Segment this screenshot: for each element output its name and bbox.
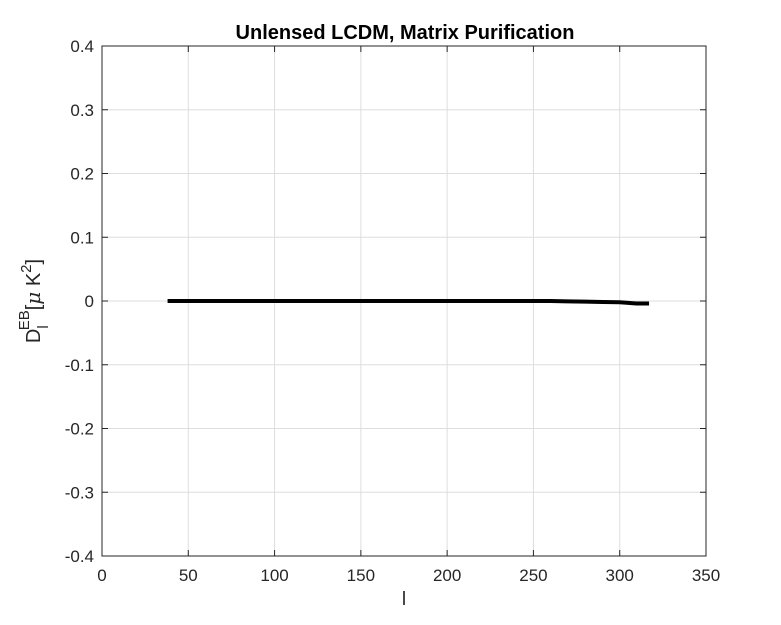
y-label-open-bracket: [ — [23, 304, 45, 310]
x-tick-label: 150 — [347, 566, 375, 585]
y-label-unit: K — [23, 272, 45, 292]
chart-title: Unlensed LCDM, Matrix Purification — [236, 22, 575, 44]
y-tick-label: 0.1 — [70, 228, 94, 247]
y-label-mu: μ — [21, 292, 45, 305]
y-tick-label: 0.2 — [70, 165, 94, 184]
y-tick-label: 0.3 — [70, 101, 94, 120]
y-axis-label: DlEB[μ K2] — [16, 259, 52, 343]
y-tick-label: -0.2 — [65, 420, 94, 439]
x-tick-label: 0 — [97, 566, 106, 585]
x-axis-label: l — [402, 589, 406, 610]
axis-ticks: 0 50 100 150 200 250 300 350 -0.4 -0.3 -0.2 -0.1 0 0.… — [65, 37, 720, 585]
y-tick-label: 0 — [85, 292, 94, 311]
y-tick-label: 0.4 — [70, 37, 94, 56]
y-label-superscript: EB — [16, 310, 33, 330]
x-tick-label: 200 — [433, 566, 461, 585]
y-tick-label: -0.3 — [65, 483, 94, 502]
y-label-subscript: l — [35, 325, 52, 328]
data-series — [167, 299, 650, 306]
series-line — [167, 299, 650, 306]
x-tick-label: 100 — [260, 566, 288, 585]
y-tick-label: -0.1 — [65, 356, 94, 375]
x-tick-label: 350 — [692, 566, 720, 585]
y-label-main: D — [23, 329, 45, 343]
x-tick-label: 300 — [606, 566, 634, 585]
y-label-unit-exponent: 2 — [18, 264, 35, 272]
y-tick-label: -0.4 — [65, 547, 94, 566]
y-label-close-bracket: ] — [23, 259, 45, 265]
x-tick-label: 50 — [179, 566, 198, 585]
x-tick-label: 250 — [519, 566, 547, 585]
